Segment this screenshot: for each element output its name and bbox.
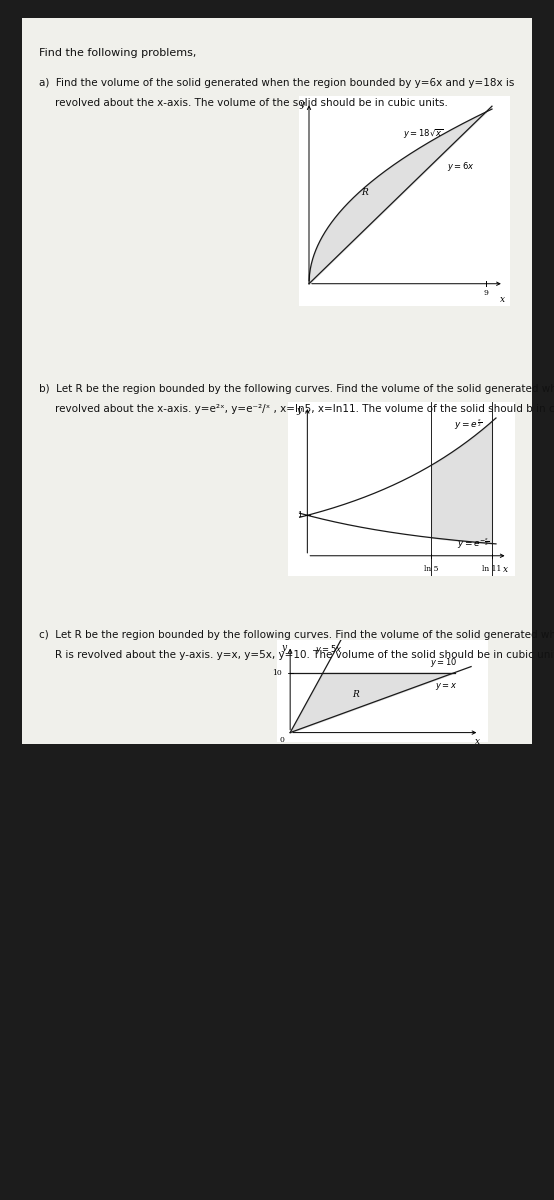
Text: $y=10$: $y=10$	[430, 656, 458, 670]
Text: x: x	[502, 565, 508, 574]
Text: ln 11: ln 11	[483, 565, 501, 572]
Text: 1: 1	[297, 511, 302, 520]
Text: $y=5x$: $y=5x$	[315, 643, 342, 655]
Text: ln 5: ln 5	[424, 565, 439, 572]
Text: c)  Let R be the region bounded by the following curves. Find the volume of the : c) Let R be the region bounded by the fo…	[39, 630, 554, 640]
Text: revolved about the x-axis. The volume of the solid should be in cubic units.: revolved about the x-axis. The volume of…	[55, 98, 448, 108]
Text: R is revolved about the y-axis. y=x, y=5x, y=10. The volume of the solid should : R is revolved about the y-axis. y=x, y=5…	[55, 650, 554, 660]
Text: Find the following problems,: Find the following problems,	[39, 48, 196, 58]
Text: y: y	[281, 643, 286, 652]
Text: $y=18\sqrt{x}$: $y=18\sqrt{x}$	[403, 128, 444, 142]
Text: b)  Let R be the region bounded by the following curves. Find the volume of the : b) Let R be the region bounded by the fo…	[39, 384, 554, 394]
Text: y: y	[296, 406, 301, 414]
Text: a)  Find the volume of the solid generated when the region bounded by y=6x and y: a) Find the volume of the solid generate…	[39, 78, 514, 88]
Text: x: x	[500, 295, 505, 304]
Text: 10: 10	[272, 668, 282, 677]
Text: 9: 9	[484, 289, 489, 296]
Text: x: x	[475, 737, 480, 746]
Text: y: y	[300, 100, 305, 109]
Text: $y=x$: $y=x$	[435, 680, 458, 691]
Text: R: R	[361, 187, 367, 197]
Text: $y=6x$: $y=6x$	[447, 160, 475, 173]
Text: revolved about the x-axis. y=e²ˣ, y=e⁻²/ˣ , x=ln5, x=ln11. The volume of the sol: revolved about the x-axis. y=e²ˣ, y=e⁻²/…	[55, 404, 554, 414]
Text: 0: 0	[280, 736, 284, 744]
Text: $y = e^{-\frac{x}{2}}$: $y = e^{-\frac{x}{2}}$	[458, 536, 490, 551]
Text: $y = e^{\,\frac{x}{2}}$: $y = e^{\,\frac{x}{2}}$	[454, 418, 482, 432]
Text: R: R	[352, 690, 360, 698]
